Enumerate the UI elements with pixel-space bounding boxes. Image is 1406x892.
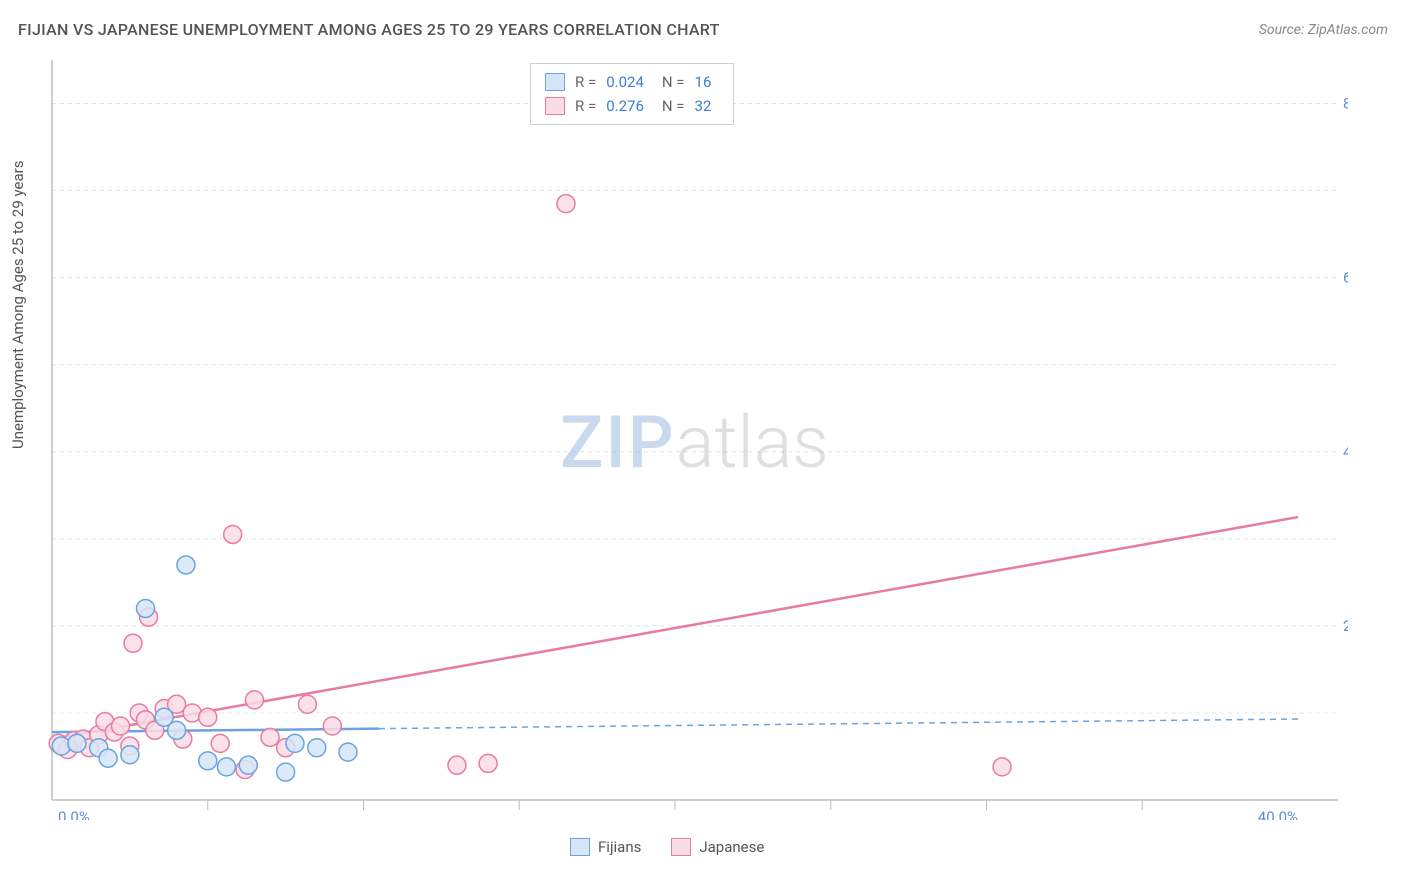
stats-row-fijians: R = 0.024 N = 16: [545, 70, 719, 94]
legend-label: Fijians: [598, 838, 641, 856]
chart-svg: 20.0% 40.0% 60.0% 80.0% 0.0% 40.0%: [48, 60, 1348, 820]
legend-swatch-japanese: [671, 838, 691, 856]
legend-label: Japanese: [699, 838, 764, 856]
svg-text:0.0%: 0.0%: [58, 808, 90, 820]
chart-plot-area: 20.0% 40.0% 60.0% 80.0% 0.0% 40.0%: [48, 60, 1348, 820]
chart-header: FIJIAN VS JAPANESE UNEMPLOYMENT AMONG AG…: [18, 20, 1388, 39]
stats-n-value: 32: [695, 94, 712, 118]
y-axis-label: Unemployment Among Ages 25 to 29 years: [9, 161, 27, 449]
legend: Fijians Japanese: [570, 838, 764, 856]
stats-box: R = 0.024 N = 16 R = 0.276 N = 32: [530, 63, 734, 125]
stats-r-label: R =: [575, 70, 596, 94]
stats-n-value: 16: [695, 70, 712, 94]
chart-title: FIJIAN VS JAPANESE UNEMPLOYMENT AMONG AG…: [18, 20, 720, 39]
stats-swatch-japanese: [545, 97, 565, 115]
stats-swatch-fijians: [545, 73, 565, 91]
svg-text:20.0%: 20.0%: [1343, 617, 1348, 635]
stats-r-value: 0.024: [606, 70, 644, 94]
svg-text:60.0%: 60.0%: [1343, 269, 1348, 287]
stats-r-value: 0.276: [606, 94, 644, 118]
stats-r-label: R =: [575, 94, 596, 118]
stats-n-label: N =: [662, 70, 685, 94]
legend-item-japanese: Japanese: [671, 838, 764, 856]
svg-text:40.0%: 40.0%: [1343, 443, 1348, 461]
svg-text:40.0%: 40.0%: [1258, 808, 1298, 820]
stats-n-label: N =: [662, 94, 685, 118]
chart-source: Source: ZipAtlas.com: [1259, 22, 1388, 38]
legend-item-fijians: Fijians: [570, 838, 641, 856]
stats-row-japanese: R = 0.276 N = 32: [545, 94, 719, 118]
legend-swatch-fijians: [570, 838, 590, 856]
svg-text:80.0%: 80.0%: [1343, 95, 1348, 113]
